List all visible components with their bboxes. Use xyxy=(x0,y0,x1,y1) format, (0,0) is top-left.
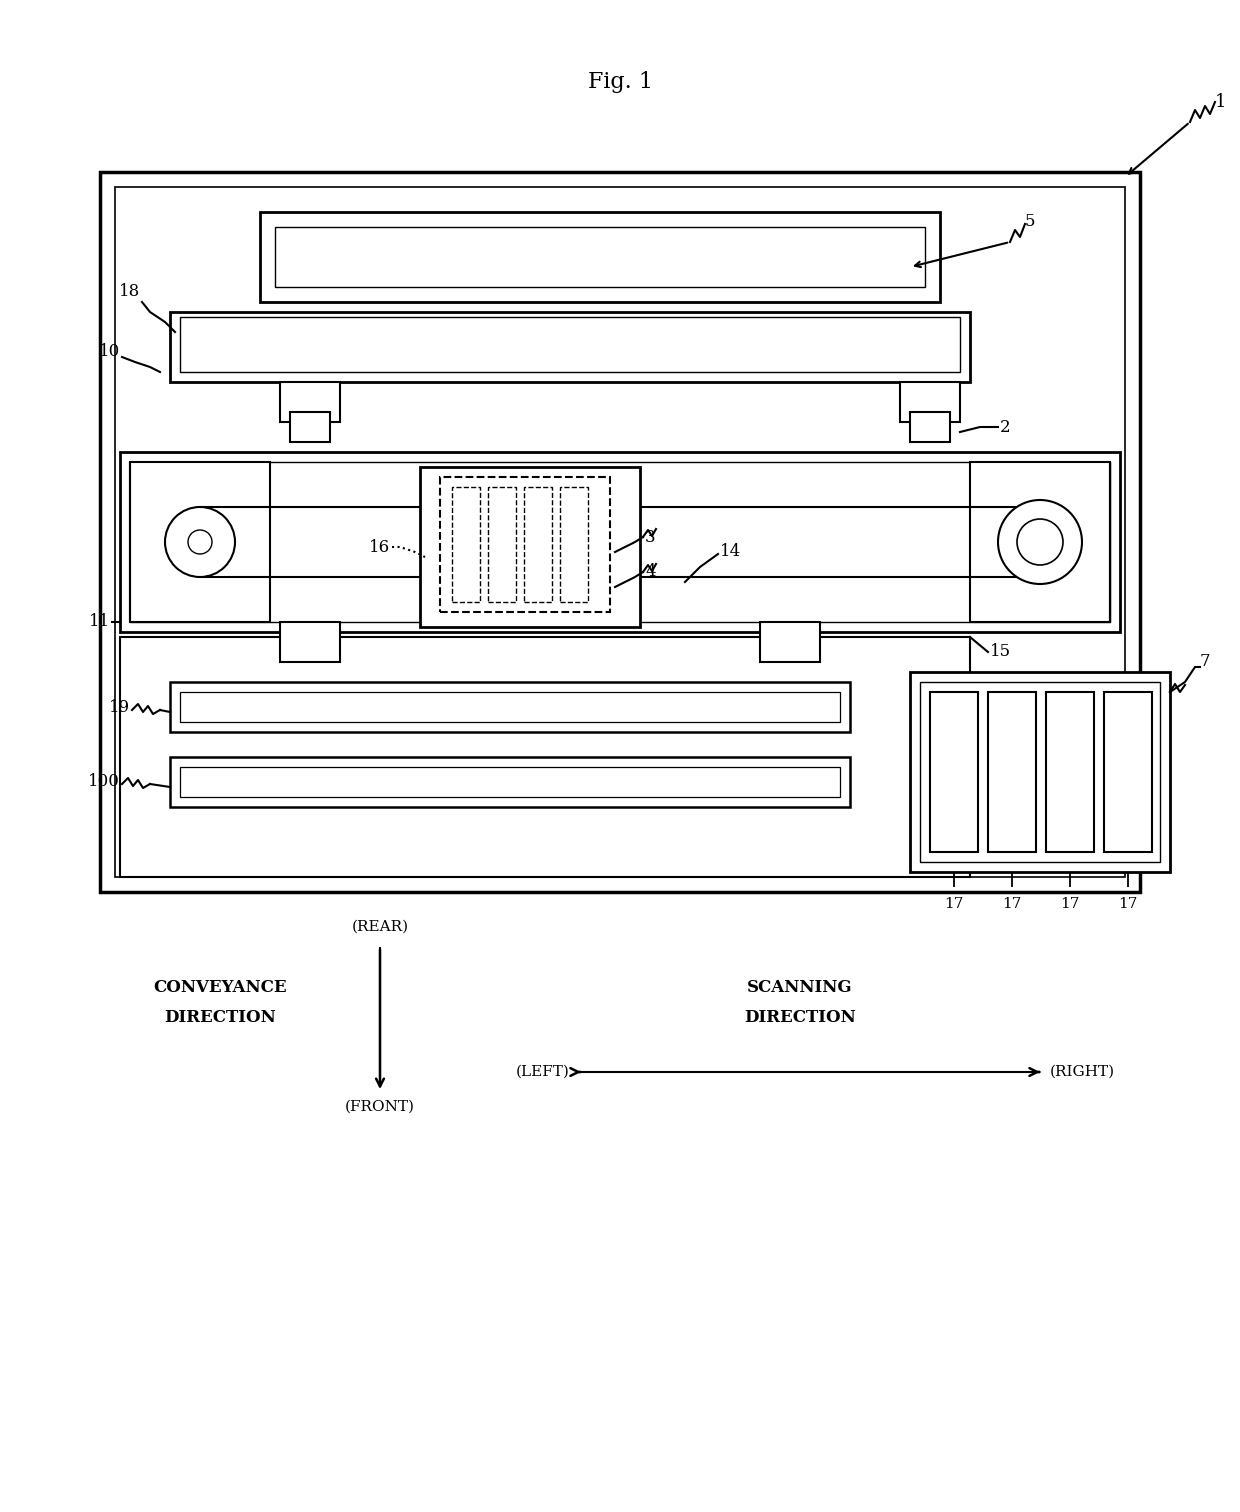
Bar xyxy=(920,682,1159,862)
Text: (REAR): (REAR) xyxy=(351,919,408,934)
Text: (FRONT): (FRONT) xyxy=(345,1101,415,1114)
Text: (RIGHT): (RIGHT) xyxy=(1050,1064,1115,1080)
Bar xyxy=(489,487,516,602)
Bar xyxy=(170,758,849,807)
Text: (LEFT): (LEFT) xyxy=(516,1064,570,1080)
Bar xyxy=(120,452,1120,632)
Bar xyxy=(290,411,330,442)
Text: 17: 17 xyxy=(945,897,963,912)
Bar xyxy=(180,767,839,797)
Text: 17: 17 xyxy=(1118,897,1137,912)
Text: 19: 19 xyxy=(109,699,130,715)
Text: 100: 100 xyxy=(88,774,120,791)
Bar xyxy=(280,383,340,422)
Bar xyxy=(280,621,340,662)
Text: SCANNING: SCANNING xyxy=(748,978,853,995)
Circle shape xyxy=(165,507,236,578)
Text: 16: 16 xyxy=(368,538,391,555)
Bar xyxy=(930,692,978,851)
Bar xyxy=(910,671,1171,872)
Bar xyxy=(130,463,270,621)
Bar xyxy=(900,383,960,422)
Text: 4: 4 xyxy=(645,564,656,581)
Bar xyxy=(180,692,839,723)
Bar xyxy=(170,682,849,732)
Text: 17: 17 xyxy=(1060,897,1080,912)
Text: 17: 17 xyxy=(1002,897,1022,912)
Circle shape xyxy=(998,500,1083,584)
Text: 10: 10 xyxy=(99,343,120,360)
Text: 7: 7 xyxy=(1200,653,1210,670)
Bar xyxy=(120,637,970,877)
Text: 15: 15 xyxy=(990,644,1011,661)
Text: DIRECTION: DIRECTION xyxy=(164,1009,275,1025)
Bar xyxy=(275,227,925,287)
Text: 1: 1 xyxy=(1215,94,1226,110)
Bar xyxy=(910,411,950,442)
Bar xyxy=(970,463,1110,621)
Bar xyxy=(115,187,1125,877)
Text: 11: 11 xyxy=(89,614,110,631)
Bar xyxy=(170,311,970,383)
Text: 5: 5 xyxy=(1025,213,1035,230)
Text: DIRECTION: DIRECTION xyxy=(744,1009,856,1025)
Bar xyxy=(1047,692,1094,851)
Bar xyxy=(453,487,480,602)
Circle shape xyxy=(1017,519,1063,565)
Bar xyxy=(440,476,610,612)
Text: 2: 2 xyxy=(999,419,1011,435)
Bar xyxy=(988,692,1035,851)
Bar xyxy=(560,487,588,602)
Bar xyxy=(180,318,960,372)
Bar xyxy=(525,487,552,602)
Bar xyxy=(420,467,640,627)
Text: CONVEYANCE: CONVEYANCE xyxy=(154,978,286,995)
Bar xyxy=(100,172,1140,892)
Bar xyxy=(260,212,940,302)
Circle shape xyxy=(188,531,212,553)
Bar xyxy=(1104,692,1152,851)
Text: 3: 3 xyxy=(645,529,656,546)
Text: 14: 14 xyxy=(720,543,742,561)
Bar xyxy=(130,463,1110,621)
Text: 18: 18 xyxy=(119,284,140,301)
Text: Fig. 1: Fig. 1 xyxy=(588,71,652,94)
Bar xyxy=(760,621,820,662)
